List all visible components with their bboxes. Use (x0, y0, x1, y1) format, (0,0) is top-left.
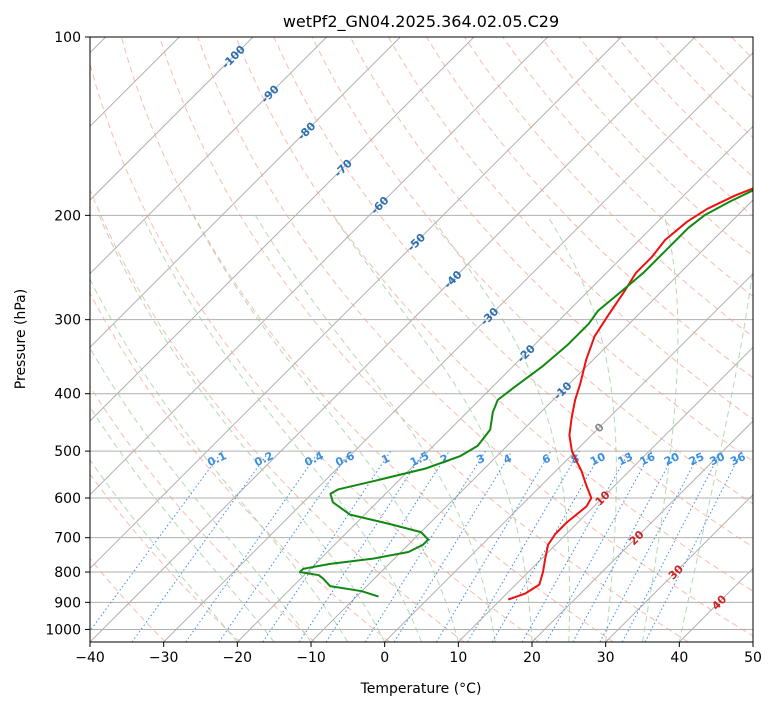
isotherm-line (531, 420, 753, 642)
mixing-ratio-line (393, 450, 513, 642)
mixing-ratio-line (435, 450, 552, 642)
dry-adiabat-line (90, 188, 465, 642)
isotherm-line (90, 37, 254, 201)
isotherm-line (310, 199, 753, 642)
dry-adiabat-line (197, 37, 753, 637)
dry-adiabat-line (90, 385, 316, 642)
dry-adiabat-line (311, 37, 753, 505)
mixing-ratio-line (467, 450, 580, 642)
plot-frame (89, 36, 754, 643)
dewpoint-profile-line (298, 189, 753, 598)
y-tick-label: 400 (54, 387, 81, 403)
mixing-ratio-label: 30 (707, 450, 727, 468)
moist-adiabat-line (90, 459, 238, 642)
moist-adiabat-line (98, 215, 386, 642)
y-tick-label: 600 (54, 491, 81, 507)
dry-adiabat-line (464, 37, 753, 338)
x-tick-label: −10 (296, 650, 326, 666)
plot-area (90, 37, 753, 642)
chart-title: wetPf2_GN04.2025.364.02.05.C29 (283, 12, 559, 32)
isotherm-line (605, 493, 753, 642)
x-tick-label: 50 (744, 650, 762, 666)
isotherm-line (384, 272, 753, 642)
y-tick-label: 800 (54, 565, 81, 581)
x-tick-label: −30 (149, 650, 179, 666)
isotherm-line (163, 51, 753, 642)
mixing-ratio-label: 13 (616, 450, 635, 468)
y-tick-label: 1000 (45, 622, 81, 638)
moist-adiabat-line (90, 406, 275, 642)
x-tick-label: 0 (380, 650, 389, 666)
moist-adiabat-line (546, 215, 617, 642)
mixing-ratio-line (521, 450, 630, 642)
y-axis-label: Pressure (hPa) (13, 289, 29, 389)
mixing-ratio-label: 20 (662, 450, 682, 468)
temperature-profile-line (507, 187, 753, 601)
moist-adiabat-line (332, 215, 533, 642)
x-axis-ticks: −40 −30 −20 −10 0 10 20 30 40 50 (75, 642, 762, 666)
moist-adiabat-line (678, 263, 753, 642)
sounding-profiles (298, 187, 753, 601)
mixing-ratio-label: 16 (638, 450, 658, 468)
dry-adiabat-line (349, 37, 753, 462)
isotherm-line (90, 37, 401, 349)
isotherm-line (90, 37, 475, 422)
y-axis-ticks: 100 200 300 400 500 600 700 800 900 1000 (45, 30, 90, 638)
y-tick-label: 300 (54, 313, 81, 329)
mixing-ratio-line (572, 450, 677, 642)
mixing-ratio-line (545, 450, 653, 642)
y-tick-label: 200 (54, 208, 81, 224)
dry-adiabat-line (502, 37, 753, 298)
mixing-ratio-label: 36 (728, 450, 748, 468)
isotherm-line (236, 125, 753, 642)
dry-adiabat-line (387, 37, 753, 420)
isotherm-line (90, 37, 328, 275)
moist-adiabat-line (429, 215, 571, 642)
mixing-ratio-line (185, 450, 320, 642)
x-tick-label: −40 (75, 650, 105, 666)
mixing-ratio-line (218, 450, 351, 642)
dry-adiabat-line (90, 292, 390, 642)
moist-adiabat-line (90, 347, 312, 642)
background-lines (90, 37, 753, 642)
dry-adiabat-line (159, 37, 689, 642)
y-tick-label: 100 (54, 30, 81, 46)
moist-adiabat-line (642, 215, 679, 642)
x-tick-label: 40 (670, 650, 688, 666)
dry-adiabat-line (90, 473, 241, 642)
x-tick-label: 10 (449, 650, 467, 666)
dry-adiabat-line (120, 37, 614, 642)
isotherm-line (90, 37, 622, 570)
y-tick-label: 500 (54, 444, 81, 460)
x-tick-label: 20 (523, 650, 541, 666)
moist-adiabat-line (192, 215, 459, 642)
y-tick-label: 700 (54, 531, 81, 547)
x-tick-label: 30 (597, 650, 615, 666)
isotherm-line (90, 37, 549, 496)
dry-adiabat-line (273, 37, 753, 548)
moist-adiabat-line (141, 215, 422, 642)
dry-adiabat-line (235, 37, 753, 592)
isotherm-line (457, 346, 753, 642)
x-axis-label: Temperature (°C) (360, 681, 482, 697)
mixing-ratio-line (491, 450, 603, 642)
mixing-ratio-line (325, 450, 450, 642)
x-tick-label: −20 (223, 650, 253, 666)
mixing-ratio-label: 25 (687, 450, 706, 468)
y-tick-label: 900 (54, 595, 81, 611)
mixing-ratio-line (364, 450, 486, 642)
mixing-ratio-label: 10 (588, 450, 608, 468)
